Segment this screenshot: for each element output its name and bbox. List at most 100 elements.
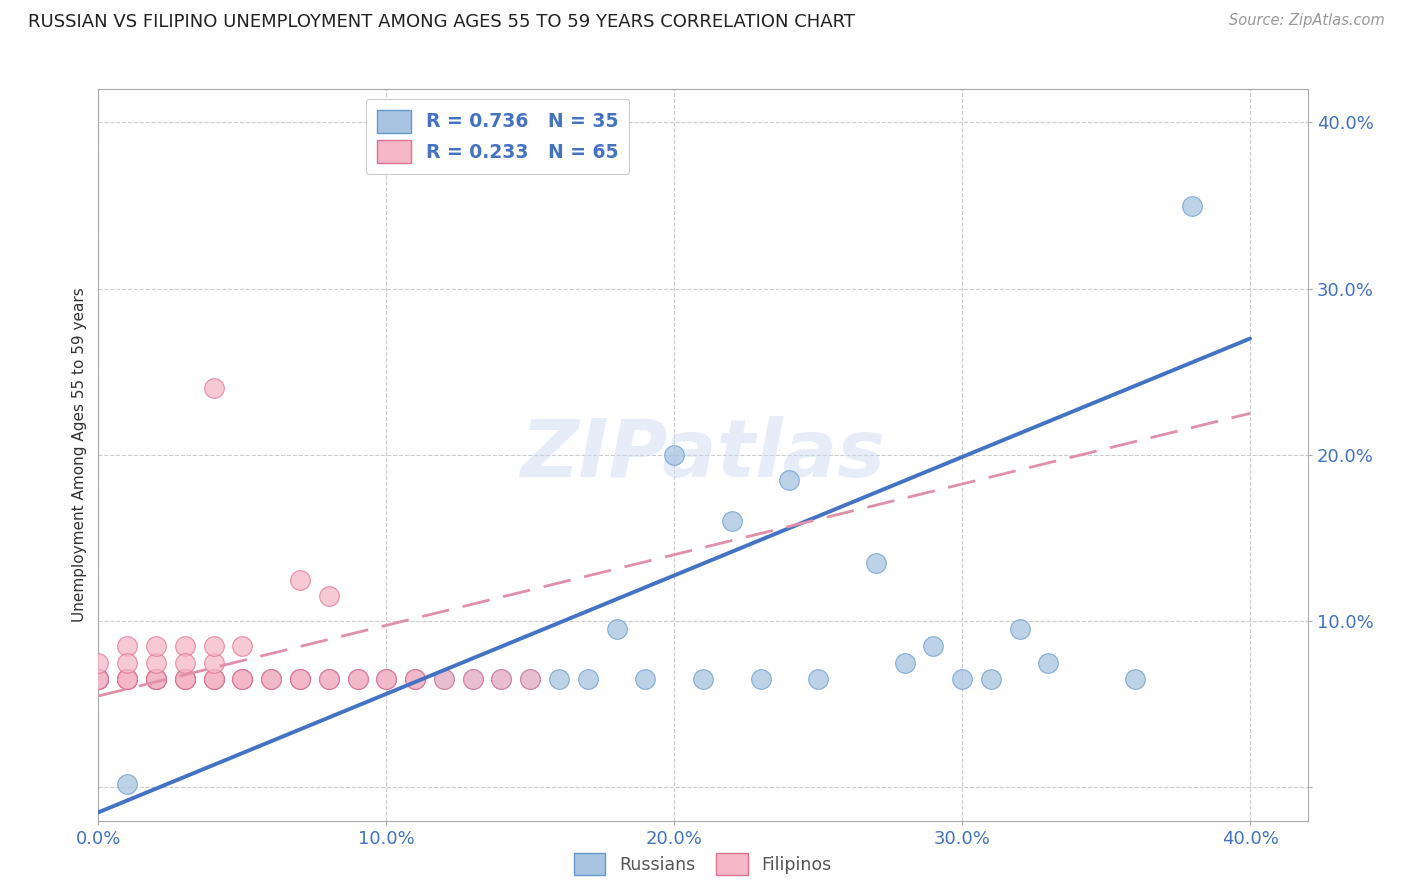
Point: [202, 673, 225, 687]
Point: [576, 673, 599, 687]
Point: [375, 673, 398, 687]
Point: [145, 673, 167, 687]
Point: [375, 673, 398, 687]
Point: [491, 673, 513, 687]
Point: [87, 673, 110, 687]
Point: [87, 673, 110, 687]
Point: [115, 673, 138, 687]
Point: [115, 656, 138, 670]
Point: [231, 673, 253, 687]
Point: [115, 777, 138, 791]
Point: [115, 673, 138, 687]
Point: [404, 673, 426, 687]
Point: [260, 673, 283, 687]
Point: [1123, 673, 1146, 687]
Point: [145, 673, 167, 687]
Point: [288, 573, 311, 587]
Point: [519, 673, 541, 687]
Point: [519, 673, 541, 687]
Point: [145, 673, 167, 687]
Text: ZIPatlas: ZIPatlas: [520, 416, 886, 494]
Point: [173, 673, 195, 687]
Point: [404, 673, 426, 687]
Point: [145, 673, 167, 687]
Point: [807, 673, 830, 687]
Legend: Russians, Filipinos: Russians, Filipinos: [567, 847, 839, 881]
Point: [318, 673, 340, 687]
Point: [87, 673, 110, 687]
Point: [231, 673, 253, 687]
Point: [231, 639, 253, 653]
Point: [664, 448, 686, 462]
Point: [173, 656, 195, 670]
Point: [318, 673, 340, 687]
Point: [87, 673, 110, 687]
Point: [173, 673, 195, 687]
Point: [606, 623, 628, 637]
Point: [1008, 623, 1031, 637]
Point: [173, 673, 195, 687]
Point: [461, 673, 484, 687]
Point: [288, 673, 311, 687]
Point: [1181, 198, 1204, 212]
Point: [433, 673, 456, 687]
Point: [260, 673, 283, 687]
Point: [634, 673, 657, 687]
Point: [87, 673, 110, 687]
Point: [202, 673, 225, 687]
Point: [87, 673, 110, 687]
Point: [404, 673, 426, 687]
Point: [346, 673, 368, 687]
Point: [115, 673, 138, 687]
Point: [145, 656, 167, 670]
Point: [87, 673, 110, 687]
Point: [231, 673, 253, 687]
Point: [461, 673, 484, 687]
Point: [115, 673, 138, 687]
Point: [87, 656, 110, 670]
Text: RUSSIAN VS FILIPINO UNEMPLOYMENT AMONG AGES 55 TO 59 YEARS CORRELATION CHART: RUSSIAN VS FILIPINO UNEMPLOYMENT AMONG A…: [28, 13, 855, 31]
Point: [950, 673, 973, 687]
Point: [346, 673, 368, 687]
Point: [548, 673, 571, 687]
Point: [260, 673, 283, 687]
Point: [231, 673, 253, 687]
Point: [145, 673, 167, 687]
Point: [1038, 656, 1060, 670]
Y-axis label: Unemployment Among Ages 55 to 59 years: Unemployment Among Ages 55 to 59 years: [72, 287, 87, 623]
Point: [173, 673, 195, 687]
Point: [115, 673, 138, 687]
Point: [491, 673, 513, 687]
Point: [87, 673, 110, 687]
Point: [720, 515, 742, 529]
Point: [865, 556, 887, 570]
Point: [173, 673, 195, 687]
Point: [202, 656, 225, 670]
Point: [980, 673, 1002, 687]
Point: [346, 673, 368, 687]
Point: [145, 673, 167, 687]
Point: [375, 673, 398, 687]
Point: [318, 589, 340, 603]
Point: [145, 639, 167, 653]
Point: [87, 673, 110, 687]
Point: [173, 673, 195, 687]
Point: [749, 673, 772, 687]
Point: [173, 639, 195, 653]
Point: [87, 673, 110, 687]
Point: [202, 673, 225, 687]
Point: [145, 673, 167, 687]
Point: [115, 673, 138, 687]
Point: [778, 473, 800, 487]
Point: [202, 639, 225, 653]
Text: Source: ZipAtlas.com: Source: ZipAtlas.com: [1229, 13, 1385, 29]
Point: [202, 673, 225, 687]
Point: [288, 673, 311, 687]
Point: [893, 656, 915, 670]
Point: [202, 673, 225, 687]
Point: [87, 673, 110, 687]
Point: [288, 673, 311, 687]
Point: [202, 381, 225, 395]
Point: [692, 673, 714, 687]
Point: [115, 673, 138, 687]
